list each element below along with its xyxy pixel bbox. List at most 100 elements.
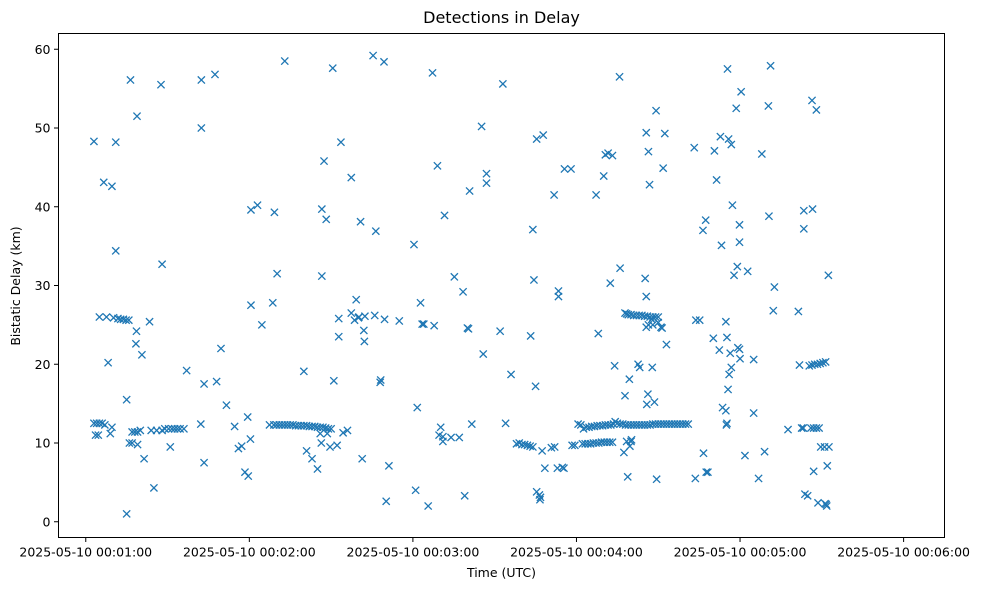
data-point <box>447 433 456 442</box>
y-tick-label: 50 <box>35 121 51 136</box>
data-point <box>379 57 389 66</box>
data-point <box>324 424 333 433</box>
data-point <box>106 429 115 438</box>
data-point <box>623 472 632 481</box>
data-point <box>766 61 775 70</box>
data-point <box>160 424 169 433</box>
data-point <box>479 349 488 359</box>
data-point <box>769 306 778 315</box>
data-point <box>813 360 822 369</box>
data-point <box>246 301 256 310</box>
data-point <box>709 334 718 343</box>
data-point <box>197 75 206 85</box>
data-point <box>104 358 113 367</box>
data-point <box>316 429 325 438</box>
data-point <box>302 446 311 455</box>
data-point <box>356 217 365 226</box>
data-point <box>352 295 361 304</box>
data-point <box>319 157 329 166</box>
data-point <box>369 51 378 60</box>
data-point <box>382 497 391 506</box>
data-point <box>735 220 744 229</box>
data-point <box>698 226 708 235</box>
data-point <box>307 454 317 463</box>
data-point <box>532 134 541 144</box>
data-point <box>460 491 469 500</box>
data-point <box>334 314 343 323</box>
data-point <box>716 132 725 141</box>
data-point <box>416 298 425 307</box>
data-point <box>783 425 793 434</box>
data-point <box>166 442 175 451</box>
data-point <box>318 423 327 432</box>
x-tick-label: 2025-05-10 00:06:00 <box>837 545 970 560</box>
data-point <box>538 446 547 455</box>
data-point <box>528 442 537 451</box>
data-point <box>99 178 108 187</box>
data-point <box>722 419 732 428</box>
data-point <box>380 315 389 324</box>
data-point <box>658 323 667 333</box>
data-point <box>124 316 133 325</box>
data-point <box>642 400 651 409</box>
data-point <box>805 361 814 370</box>
data-point <box>455 433 464 442</box>
x-tick-label: 2025-05-10 00:01:00 <box>19 545 152 560</box>
data-point <box>815 423 824 433</box>
data-point <box>599 171 608 181</box>
data-point <box>816 442 825 451</box>
data-point <box>196 420 205 429</box>
data-point <box>467 420 476 429</box>
data-point <box>325 442 335 451</box>
data-point <box>659 164 668 173</box>
data-point <box>722 420 731 429</box>
data-point <box>795 360 804 370</box>
data-point <box>691 316 700 325</box>
data-point <box>812 423 821 433</box>
data-point <box>737 87 746 96</box>
data-point <box>568 441 577 450</box>
data-point <box>615 72 624 81</box>
data-point <box>824 442 833 451</box>
data-point <box>359 326 368 335</box>
x-tick-label: 2025-05-10 00:04:00 <box>510 545 643 560</box>
data-point <box>268 298 277 307</box>
data-point <box>651 312 660 322</box>
data-point <box>764 101 773 111</box>
data-point <box>122 509 131 518</box>
data-point <box>158 260 167 269</box>
data-point <box>724 134 733 144</box>
x-axis-label: Time (UTC) <box>466 565 536 580</box>
data-point <box>642 292 651 301</box>
data-point <box>440 211 449 220</box>
data-point <box>644 147 653 156</box>
data-point <box>137 350 146 359</box>
data-point <box>329 376 338 385</box>
data-point <box>531 382 540 391</box>
data-point <box>620 391 630 400</box>
data-point <box>501 419 510 428</box>
data-point <box>735 354 745 363</box>
data-point <box>594 329 603 338</box>
data-point <box>343 426 352 435</box>
data-point <box>576 420 585 429</box>
data-point <box>347 173 356 182</box>
data-point <box>717 241 726 250</box>
data-point <box>140 454 149 463</box>
data-point <box>691 474 700 483</box>
data-point <box>797 423 806 433</box>
data-point <box>559 464 568 473</box>
data-point <box>358 454 367 463</box>
data-point <box>111 138 120 147</box>
data-point <box>243 412 252 422</box>
data-point <box>722 333 732 342</box>
data-point <box>740 451 750 460</box>
data-point <box>812 105 821 114</box>
data-point <box>459 287 468 296</box>
data-point <box>652 106 661 115</box>
data-point <box>102 312 111 322</box>
data-point <box>333 441 342 450</box>
data-point <box>821 357 830 366</box>
data-point <box>539 131 548 140</box>
data-point <box>107 182 116 191</box>
